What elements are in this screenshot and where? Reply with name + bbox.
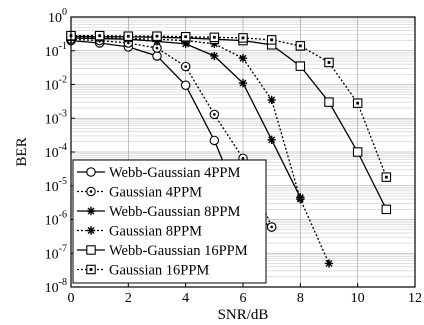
data-point-center: [299, 44, 302, 47]
y-tick-label: 10-4: [45, 142, 67, 161]
x-tick-label: 8: [297, 291, 304, 306]
data-point: [210, 136, 218, 144]
y-tick-label: 10-2: [45, 75, 67, 94]
x-tick-label: 10: [351, 291, 365, 306]
legend-label: Webb-Gaussian 16PPM: [109, 243, 248, 259]
legend-label: Gaussian 4PPM: [109, 185, 202, 201]
legend-marker-center: [90, 190, 93, 193]
y-tick-label: 10-6: [45, 210, 67, 229]
data-point-center: [127, 35, 130, 38]
y-tick-label: 10-8: [45, 277, 67, 296]
data-point: [353, 148, 361, 156]
data-point-center: [242, 157, 245, 160]
x-tick-label: 6: [240, 291, 247, 306]
x-tick-label: 12: [408, 291, 422, 306]
y-tick-label: 10-3: [45, 108, 67, 127]
data-point-center: [156, 35, 159, 38]
data-point-center: [270, 226, 273, 229]
data-point-center: [184, 35, 187, 38]
x-tick-label: 0: [68, 291, 75, 306]
y-tick-label: 10-5: [45, 176, 67, 195]
data-point-center: [385, 176, 388, 179]
legend-marker: [87, 246, 95, 254]
x-tick-label: 2: [125, 291, 132, 306]
legend-marker: [87, 207, 95, 215]
legend-label: Gaussian 8PPM: [109, 224, 202, 240]
data-point-center: [213, 113, 216, 116]
x-axis-label: SNR/dB: [218, 307, 269, 323]
data-point-center: [184, 65, 187, 68]
data-point: [267, 136, 275, 144]
data-point-center: [242, 37, 245, 40]
data-point: [296, 195, 304, 203]
x-tick-label: 4: [182, 291, 189, 306]
legend-marker: [87, 226, 95, 234]
data-point: [239, 79, 247, 87]
data-point: [181, 81, 189, 89]
data-point-center: [156, 47, 159, 50]
data-point-center: [328, 61, 331, 64]
data-point: [296, 62, 304, 70]
data-point-center: [356, 102, 359, 105]
y-tick-label: 10-1: [45, 41, 67, 60]
legend-label: Webb-Gaussian 4PPM: [109, 165, 240, 181]
legend-label: Webb-Gaussian 8PPM: [109, 204, 240, 220]
series-line: [71, 36, 386, 177]
data-point: [325, 98, 333, 106]
legend-label: Gaussian 16PPM: [109, 263, 209, 279]
y-tick-label: 100: [48, 7, 67, 26]
legend-marker-center: [90, 268, 93, 271]
data-point: [325, 259, 333, 267]
data-point: [239, 54, 247, 62]
data-point: [267, 96, 275, 104]
legend-marker: [87, 168, 95, 176]
data-point-center: [98, 34, 101, 37]
data-point: [153, 52, 161, 60]
y-tick-label: 10-7: [45, 243, 67, 262]
data-point: [382, 205, 390, 213]
data-point: [210, 52, 218, 60]
legend: Webb-Gaussian 4PPM Gaussian 4PPM Webb-Gaus…: [73, 160, 266, 283]
data-point-center: [270, 38, 273, 41]
data-point-center: [213, 36, 216, 39]
y-axis-label: BER: [14, 137, 30, 166]
